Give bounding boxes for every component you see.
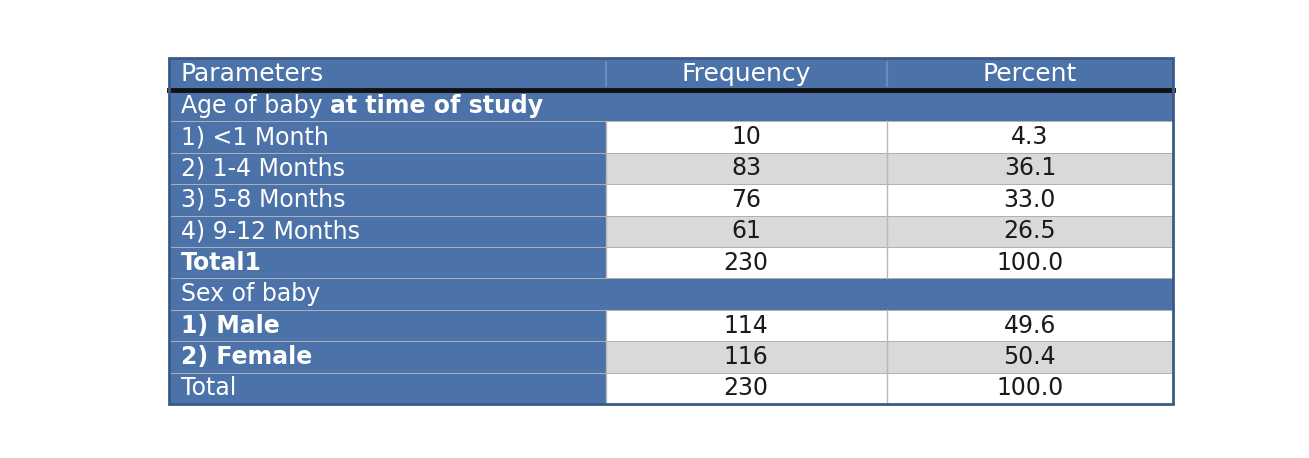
Text: 116: 116 [724, 345, 768, 369]
Bar [169, 373, 606, 404]
Text: 1) <1 Month: 1) <1 Month [181, 125, 329, 149]
Text: 33.0: 33.0 [1004, 188, 1056, 212]
Text: 4) 9-12 Months: 4) 9-12 Months [181, 219, 360, 243]
Bar [169, 310, 606, 341]
Text: Total: Total [181, 376, 236, 400]
Text: Total1: Total1 [181, 251, 262, 275]
Bar [606, 310, 1173, 341]
Bar [606, 216, 1173, 247]
Bar [169, 121, 606, 153]
Text: 49.6: 49.6 [1004, 314, 1056, 338]
Text: 100.0: 100.0 [996, 251, 1063, 275]
Text: Percent: Percent [983, 62, 1077, 86]
Bar [169, 153, 606, 184]
Bar [169, 278, 1173, 310]
Bar [606, 247, 1173, 278]
Bar [606, 153, 1173, 184]
Bar [169, 247, 606, 278]
Text: 26.5: 26.5 [1004, 219, 1056, 243]
Bar [606, 341, 1173, 373]
Bar [606, 121, 1173, 153]
Text: 3) 5-8 Months: 3) 5-8 Months [181, 188, 346, 212]
Text: Frequency: Frequency [682, 62, 810, 86]
Text: 100.0: 100.0 [996, 376, 1063, 400]
Text: at time of study: at time of study [330, 93, 543, 118]
Text: 76: 76 [732, 188, 762, 212]
Text: 1) Male: 1) Male [181, 314, 280, 338]
Text: Parameters: Parameters [181, 62, 325, 86]
Text: 230: 230 [724, 251, 768, 275]
Bar [606, 184, 1173, 216]
Text: 10: 10 [732, 125, 761, 149]
Text: Sex of baby: Sex of baby [181, 282, 321, 306]
Text: 61: 61 [732, 219, 761, 243]
Text: 2) 1-4 Months: 2) 1-4 Months [181, 157, 344, 180]
Bar [169, 184, 606, 216]
Bar [606, 373, 1173, 404]
Text: 114: 114 [724, 314, 768, 338]
Text: 2) Female: 2) Female [181, 345, 312, 369]
Text: 230: 230 [724, 376, 768, 400]
Bar [169, 59, 1173, 90]
Bar [169, 216, 606, 247]
Text: 36.1: 36.1 [1004, 157, 1056, 180]
Text: Age of baby: Age of baby [181, 93, 330, 118]
Text: 50.4: 50.4 [1004, 345, 1056, 369]
Bar [169, 90, 1173, 121]
Text: 83: 83 [732, 157, 762, 180]
Text: 4.3: 4.3 [1012, 125, 1049, 149]
Bar [169, 341, 606, 373]
